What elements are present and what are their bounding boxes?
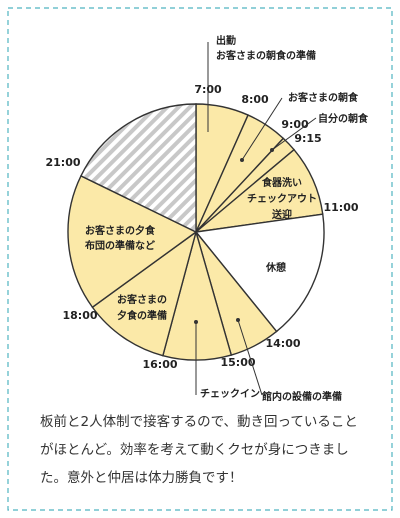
- time-label: 16:00: [142, 358, 177, 371]
- caption-line: た。意外と仲居は体力勝負です！: [40, 469, 243, 486]
- wedge: [80, 103, 197, 234]
- dot: [270, 148, 274, 152]
- leader-line: [237, 319, 263, 396]
- segment-label: お客さまの朝食の準備: [216, 49, 316, 62]
- dot: [194, 320, 198, 324]
- time-label: 21:00: [45, 156, 80, 169]
- wedge: [194, 213, 325, 333]
- wedge: [91, 230, 198, 357]
- dot: [240, 158, 244, 162]
- segment-label: 休憩: [265, 261, 286, 274]
- time-label: 18:00: [62, 309, 97, 322]
- time-label: 14:00: [265, 337, 300, 350]
- time-label: 9:00: [281, 118, 309, 131]
- leader-line: [241, 97, 283, 161]
- time-label: 8:00: [241, 93, 269, 106]
- time-label: 9:15: [294, 132, 321, 145]
- segment-label: お客さまの朝食: [288, 91, 359, 104]
- segment-label: 夕食の準備: [117, 309, 167, 322]
- segment-label: お客さまの: [117, 293, 167, 306]
- time-label: 15:00: [220, 356, 255, 369]
- caption-line: 板前と2人体制で接客するので、動き回っていること: [40, 413, 358, 430]
- dot: [236, 318, 240, 322]
- segment-label: チェックアウト: [247, 193, 317, 205]
- segment-label: 食器洗い: [261, 176, 302, 189]
- segment-label: 布団の準備など: [85, 239, 155, 252]
- time-label: 11:00: [323, 201, 358, 214]
- segment-label: お客さまの夕食: [85, 224, 156, 237]
- segment-label: 送迎: [271, 208, 292, 221]
- caption-line: がほとんど。効率を考えて動くクセが身につきまし: [40, 441, 349, 458]
- segment-label: 館内の設備の準備: [261, 390, 342, 403]
- segment-label: 自分の朝食: [318, 112, 369, 125]
- segment-label: チェックイン: [200, 388, 260, 400]
- wedge: [67, 174, 198, 309]
- segment-label: 出勤: [216, 34, 236, 47]
- frame: [7, 7, 393, 511]
- leader-line: [271, 117, 317, 151]
